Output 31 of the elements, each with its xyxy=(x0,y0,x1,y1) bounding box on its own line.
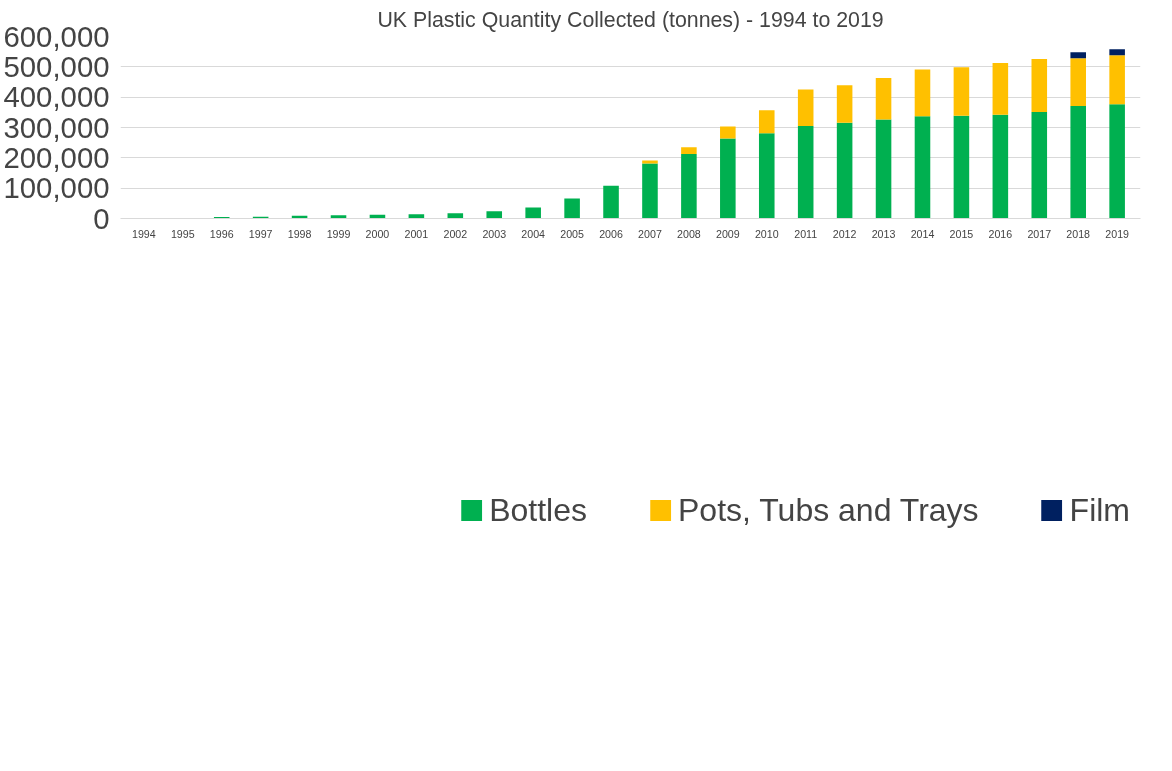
legend-label: Film xyxy=(1069,491,1130,529)
x-tick-label: 1997 xyxy=(248,227,273,240)
x-tick-label: 2012 xyxy=(832,227,857,240)
x-tick-label: 2002 xyxy=(443,227,468,240)
x-tick-label: 1998 xyxy=(287,227,312,240)
x-tick-label: 2004 xyxy=(521,227,546,240)
x-tick-label: 2001 xyxy=(404,227,429,240)
x-tick-label: 2016 xyxy=(988,227,1013,240)
x-tick-label: 2010 xyxy=(754,227,779,240)
x-tick-label: 2007 xyxy=(638,227,662,240)
x-tick-label: 2017 xyxy=(1027,227,1052,240)
x-tick-label: 2011 xyxy=(794,227,818,240)
chart-title: UK Plastic Quantity Collected (tonnes) - 1994 to 2019 xyxy=(377,7,884,32)
x-tick-label: 2014 xyxy=(910,227,935,240)
x-tick-label: 2005 xyxy=(560,227,585,240)
x-tick-label: 2015 xyxy=(949,227,974,240)
x-tick-label: 2013 xyxy=(871,227,896,240)
x-tick-label: 1994 xyxy=(132,227,156,240)
x-tick-label: 2003 xyxy=(482,227,507,240)
x-tick-label: 2019 xyxy=(1105,227,1130,240)
x-tick-label: 1996 xyxy=(209,227,234,240)
x-tick-label: 2009 xyxy=(715,227,740,240)
x-tick-label: 1999 xyxy=(326,227,351,240)
x-tick-label: 2006 xyxy=(599,227,623,240)
x-tick-label: 2008 xyxy=(677,227,701,240)
x-tick-label: 1995 xyxy=(170,227,195,240)
legend-label: Bottles xyxy=(489,491,587,529)
x-tick-label: 2000 xyxy=(365,227,390,240)
legend-label: Pots, Tubs and Trays xyxy=(677,491,979,529)
y-tick-label: 600,000 xyxy=(3,19,110,53)
x-tick-label: 2018 xyxy=(1066,227,1091,240)
